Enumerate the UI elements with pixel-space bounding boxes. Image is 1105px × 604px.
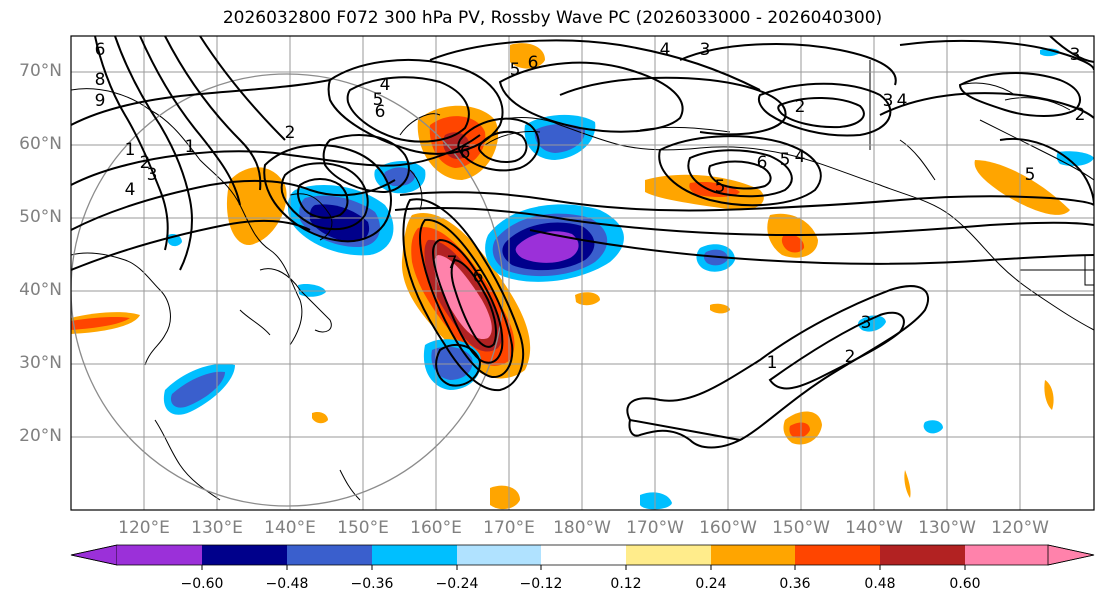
contour-label: 6 (95, 40, 106, 60)
contour-label: 5 (1025, 165, 1036, 185)
lat-label: 40°N (19, 280, 62, 300)
lon-label: 130°W (918, 518, 976, 538)
contour-label: 4 (660, 40, 671, 60)
contour-label: 1 (125, 140, 136, 160)
contour-label: 7 (447, 253, 458, 273)
contour-label: 5 (510, 60, 521, 80)
contour-labels: 6 8 9 1 2 3 4 1 2 4 5 6 6 7 6 5 6 4 3 2 … (95, 40, 1086, 373)
lon-label: 140°W (845, 518, 903, 538)
contour-label: 4 (380, 75, 391, 95)
lat-label: 50°N (19, 207, 62, 227)
colorbar-bin (202, 545, 287, 565)
lat-label: 20°N (19, 426, 62, 446)
contour-label: 3 (883, 91, 894, 111)
colorbar-tick-label: −0.48 (265, 576, 309, 592)
contour-label: 6 (375, 102, 386, 122)
colorbar-bin (880, 545, 965, 565)
lon-label: 150°W (772, 518, 830, 538)
lon-label: 160°E (410, 518, 462, 538)
lon-label: 120°W (991, 518, 1049, 538)
colorbar-tick-label: −0.24 (435, 576, 479, 592)
contour-label: 3 (1070, 45, 1081, 65)
contour-label: 6 (528, 53, 539, 73)
contour-label: 1 (185, 137, 196, 157)
radius-circle (71, 73, 504, 507)
colorbar-tick-label: 0.48 (864, 576, 896, 592)
colorbar-bin (626, 545, 711, 565)
colorbar-tick-label: 0.36 (779, 576, 811, 592)
contour-label: 3 (147, 165, 158, 185)
contour-label: 2 (1075, 105, 1086, 125)
contour-label: 6 (757, 153, 768, 173)
lat-label: 30°N (19, 353, 62, 373)
lon-label: 150°E (337, 518, 389, 538)
colorbar-bin (965, 545, 1048, 565)
contour-label: 3 (700, 40, 711, 60)
contour-label: 2 (285, 123, 296, 143)
colorbar-bin (457, 545, 541, 565)
colorbar-tick-label: 0.60 (949, 576, 981, 592)
contour-label: 3 (861, 313, 872, 333)
contour-label: 5 (373, 90, 384, 110)
colorbar-extend-high (1047, 544, 1095, 566)
contour-label: 2 (845, 347, 856, 367)
map-frame (70, 35, 1095, 511)
lon-label: 170°E (483, 518, 535, 538)
lon-label: 180°W (553, 518, 611, 538)
colorbar-outline (70, 544, 1095, 566)
lon-label: 160°W (699, 518, 757, 538)
contour-label: 6 (473, 267, 484, 287)
colorbar (70, 544, 1095, 570)
colorbar-tick-label: −0.36 (350, 576, 394, 592)
colorbar-tick-label: 0.12 (610, 576, 642, 592)
contour-label: 5 (715, 177, 726, 197)
negative-anomaly-shading (163, 48, 1094, 510)
contour-label: 2 (795, 97, 806, 117)
lat-label: 70°N (19, 61, 62, 81)
colorbar-bin (372, 545, 457, 565)
lon-label: 130°E (191, 518, 243, 538)
colorbar-tick-label: −0.60 (180, 576, 224, 592)
contour-label: 6 (460, 143, 471, 163)
lat-label: 60°N (19, 134, 62, 154)
colorbar-bin (117, 545, 202, 565)
contour-label: 5 (780, 150, 791, 170)
lon-label: 120°E (118, 518, 170, 538)
colorbar-bin (287, 545, 372, 565)
lon-label: 140°E (264, 518, 316, 538)
colorbar-bin (541, 545, 626, 565)
map-plot-area: 6 8 9 1 2 3 4 1 2 4 5 6 6 7 6 5 6 4 3 2 … (71, 36, 1094, 510)
contour-label: 9 (95, 91, 106, 111)
colorbar-extend-low (70, 544, 118, 566)
colorbar-bin (711, 545, 795, 565)
lon-label: 170°W (626, 518, 684, 538)
colorbar-bin (795, 545, 880, 565)
colorbar-tick-label: −0.12 (519, 576, 563, 592)
gridlines (71, 36, 1094, 510)
contour-label: 4 (795, 147, 806, 167)
contour-label: 4 (125, 180, 136, 200)
contour-label: 2 (140, 153, 151, 173)
pv-contours (71, 36, 1094, 449)
contour-label: 1 (767, 353, 778, 373)
map-title: 2026032800 F072 300 hPa PV, Rossby Wave … (222, 8, 883, 28)
contour-label: 8 (95, 70, 106, 90)
colorbar-tick-label: 0.24 (695, 576, 727, 592)
contour-label: 4 (897, 91, 908, 111)
